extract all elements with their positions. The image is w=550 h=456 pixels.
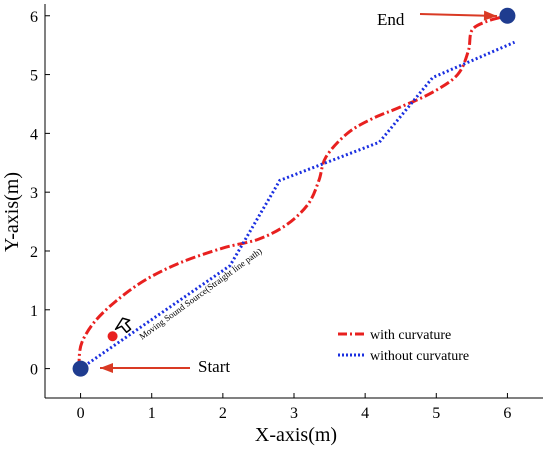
x-tick-label: 5 bbox=[432, 405, 440, 422]
legend-label-without-curvature: without curvature bbox=[370, 349, 469, 364]
x-tick-label: 1 bbox=[148, 405, 156, 422]
y-tick-label: 3 bbox=[30, 185, 38, 202]
end-arrow-icon bbox=[419, 10, 498, 21]
y-tick-label: 2 bbox=[30, 244, 38, 261]
sound-source-marker bbox=[107, 331, 118, 342]
y-tick-label: 6 bbox=[30, 9, 38, 26]
legend-label-with-curvature: with curvature bbox=[370, 328, 451, 343]
y-tick-label: 4 bbox=[30, 126, 38, 143]
y-tick-label: 5 bbox=[30, 68, 38, 85]
start-annotation: Start bbox=[198, 357, 230, 376]
end-annotation: End bbox=[377, 10, 405, 29]
x-axis-label: X-axis(m) bbox=[255, 424, 337, 446]
series-without-curvature bbox=[79, 40, 516, 370]
direction-arrow-icon bbox=[114, 317, 132, 334]
legend: with curvature without curvature bbox=[338, 328, 469, 364]
start-arrow-icon bbox=[100, 363, 190, 373]
start-marker bbox=[72, 360, 89, 377]
x-tick-label: 3 bbox=[290, 405, 298, 422]
series-with-curvature bbox=[77, 14, 508, 369]
x-tick-label: 6 bbox=[503, 405, 511, 422]
y-tick-label: 0 bbox=[30, 362, 38, 379]
y-axis-label: Y-axis(m) bbox=[1, 172, 23, 252]
x-tick-label: 2 bbox=[219, 405, 227, 422]
end-marker bbox=[499, 7, 516, 24]
y-tick-label: 1 bbox=[30, 303, 38, 320]
plot-area: 0 1 2 3 4 5 6 0 1 2 3 4 5 6 bbox=[30, 4, 543, 422]
x-tick-label: 4 bbox=[361, 405, 369, 422]
x-tick-label: 0 bbox=[77, 405, 85, 422]
